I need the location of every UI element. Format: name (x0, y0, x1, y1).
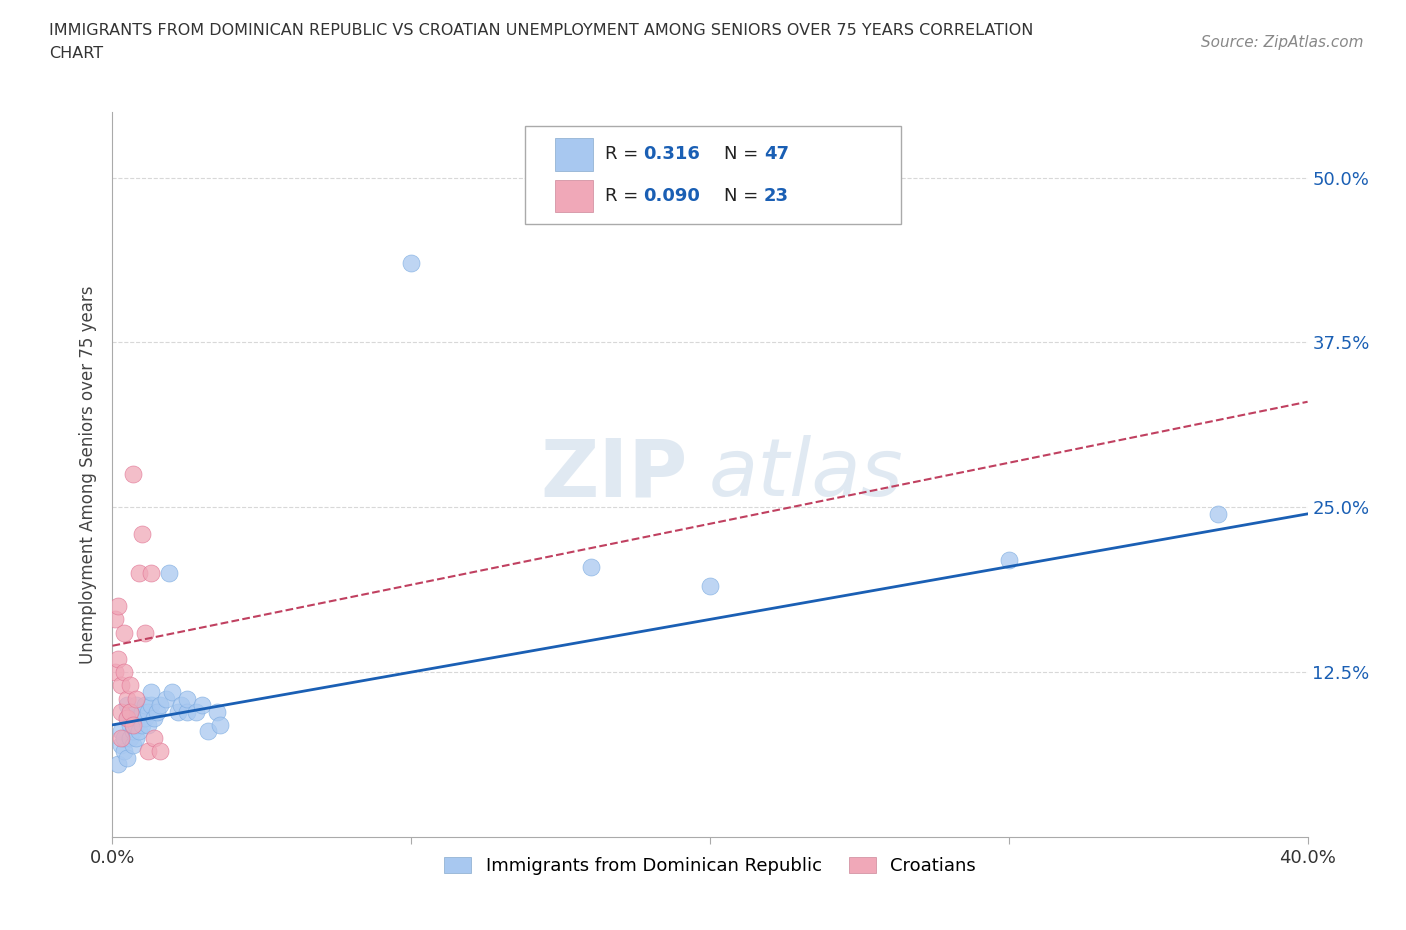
Point (197, 724, 219, 739)
Point (191, 698, 214, 712)
Point (117, 691, 139, 706)
Text: Source: ZipAtlas.com: Source: ZipAtlas.com (1201, 35, 1364, 50)
Point (149, 744, 172, 759)
Point (114, 625, 135, 640)
Point (125, 717, 148, 732)
Point (107, 599, 129, 614)
Legend: Immigrants from Dominican Republic, Croatians: Immigrants from Dominican Republic, Croa… (437, 850, 983, 883)
Point (104, 612, 127, 627)
Point (186, 704, 208, 719)
FancyBboxPatch shape (554, 179, 593, 212)
Point (146, 704, 169, 719)
Point (114, 744, 135, 759)
Point (155, 691, 177, 706)
Point (401, 256, 423, 271)
Point (125, 691, 148, 706)
Point (131, 526, 153, 541)
Text: 0.316: 0.316 (643, 145, 700, 164)
Point (579, 559, 602, 574)
Point (998, 552, 1021, 567)
Point (110, 731, 132, 746)
Text: CHART: CHART (49, 46, 103, 61)
Text: R =: R = (605, 187, 644, 205)
Text: atlas: atlas (709, 435, 903, 513)
Text: ZIP: ZIP (541, 435, 688, 513)
Text: N =: N = (724, 187, 765, 205)
Point (149, 698, 172, 712)
Point (117, 711, 139, 725)
Point (110, 737, 132, 752)
Point (122, 724, 145, 739)
Point (162, 684, 183, 699)
Point (143, 731, 166, 746)
Text: 23: 23 (763, 187, 789, 205)
Point (209, 717, 232, 732)
Point (122, 717, 145, 732)
Point (110, 724, 132, 739)
Point (122, 737, 145, 752)
Point (170, 698, 193, 712)
Point (117, 751, 139, 765)
Point (134, 698, 156, 712)
Point (138, 744, 160, 759)
Point (143, 711, 166, 725)
Point (1206, 507, 1229, 522)
Point (157, 565, 180, 580)
Point (131, 704, 153, 719)
Point (122, 467, 145, 482)
Point (125, 698, 148, 712)
Point (167, 704, 190, 719)
Point (110, 704, 132, 719)
Point (131, 717, 153, 732)
Text: 0.090: 0.090 (643, 187, 700, 205)
Point (120, 704, 142, 719)
Point (138, 717, 160, 732)
Point (141, 565, 163, 580)
Point (107, 652, 129, 667)
Point (120, 731, 142, 746)
FancyBboxPatch shape (554, 138, 593, 170)
Point (128, 711, 150, 725)
Point (110, 678, 132, 693)
Point (128, 724, 150, 739)
Point (117, 698, 139, 712)
Point (122, 711, 145, 725)
Point (134, 711, 156, 725)
Y-axis label: Unemployment Among Seniors over 75 years: Unemployment Among Seniors over 75 years (79, 286, 97, 663)
Text: N =: N = (724, 145, 765, 164)
Point (128, 565, 150, 580)
Point (120, 678, 142, 693)
Point (134, 625, 156, 640)
Text: IMMIGRANTS FROM DOMINICAN REPUBLIC VS CROATIAN UNEMPLOYMENT AMONG SENIORS OVER 7: IMMIGRANTS FROM DOMINICAN REPUBLIC VS CR… (49, 23, 1033, 38)
Point (117, 711, 139, 725)
Point (114, 731, 135, 746)
Text: 47: 47 (763, 145, 789, 164)
Point (138, 704, 160, 719)
Point (125, 731, 148, 746)
Point (176, 691, 198, 706)
Point (120, 704, 142, 719)
Point (205, 704, 228, 719)
Point (141, 684, 163, 699)
Point (699, 579, 721, 594)
Point (120, 717, 142, 732)
Point (104, 665, 127, 680)
Point (176, 704, 198, 719)
Text: R =: R = (605, 145, 644, 164)
Point (107, 757, 129, 772)
Point (114, 665, 135, 680)
FancyBboxPatch shape (524, 126, 901, 224)
Point (141, 698, 163, 712)
